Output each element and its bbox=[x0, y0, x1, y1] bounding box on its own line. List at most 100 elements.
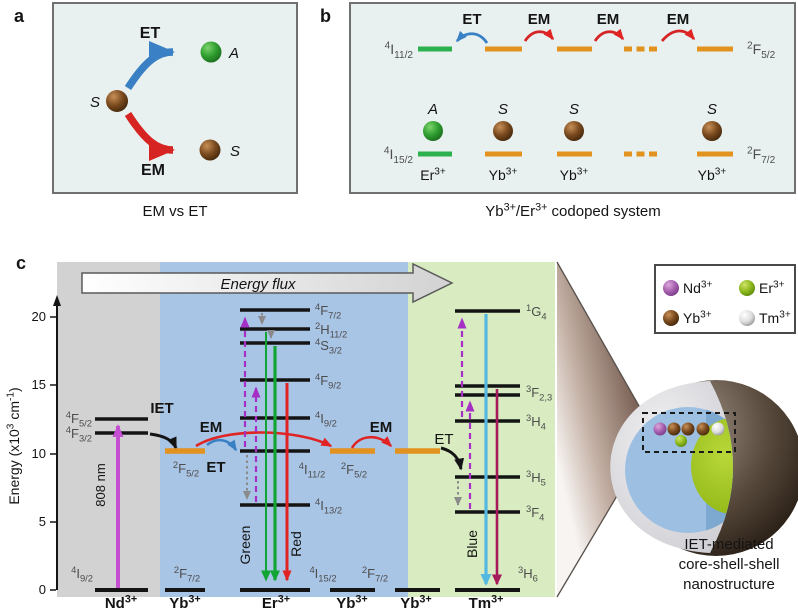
tm-term-3h5: 3H5 bbox=[526, 468, 546, 487]
red-emission-label: Red bbox=[288, 531, 304, 557]
er-term-4i112: 4I11/2 bbox=[299, 460, 325, 479]
site-label-a: A bbox=[427, 101, 438, 118]
tick-label-15: 15 bbox=[32, 377, 46, 392]
legend-sphere-tm bbox=[739, 310, 755, 326]
pump-label: 808 nm bbox=[93, 463, 108, 506]
tm-term-3f23: 3F2,3 bbox=[526, 383, 552, 402]
term-2f52: 2F5/2 bbox=[747, 41, 776, 61]
zoom-funnel bbox=[557, 262, 643, 597]
term-4i152: 4I15/2 bbox=[384, 146, 414, 166]
er-term-4i132: 4I13/2 bbox=[315, 496, 342, 515]
yb2-term-2f52: 2F5/2 bbox=[341, 460, 367, 479]
et-arrow bbox=[124, 41, 175, 91]
energy-axis-label: Energy (x103 cm-1) bbox=[6, 387, 22, 504]
term-2f72: 2F7/2 bbox=[747, 146, 776, 166]
legend-box bbox=[654, 264, 796, 334]
nano-caption-line3: nanostructure bbox=[683, 576, 775, 593]
site-label-s1: S bbox=[498, 101, 508, 118]
em-label-1: EM bbox=[200, 419, 223, 436]
tick-label-10: 10 bbox=[32, 446, 46, 461]
bottom-ion-yb3: Yb3+ bbox=[400, 593, 431, 612]
dopant-sphere-yb3 bbox=[696, 422, 710, 436]
ion-label-ybn: Yb3+ bbox=[698, 167, 727, 183]
em-hop-label-1: EM bbox=[528, 11, 551, 28]
nanoparticle-inner-shell-group bbox=[625, 407, 733, 533]
tm-term-3f4: 3F4 bbox=[526, 503, 544, 522]
em-hop-label-3: EM bbox=[667, 11, 690, 28]
nd-term-4f32: 4F3/2 bbox=[66, 424, 92, 443]
tm-term-3h6: 3H6 bbox=[518, 564, 538, 583]
nanostructure-inset: IET-mediated core-shell-shell nanostruct… bbox=[556, 261, 798, 598]
dopant-sphere-er bbox=[675, 435, 687, 447]
sensitizer-sphere-yb1 bbox=[493, 121, 513, 141]
dopant-sphere-tm bbox=[711, 422, 725, 436]
sensitizer2-label: S bbox=[230, 143, 240, 160]
panel-b: b ET EM EM EM 4I11/2 2F5/2 4I15/2 2F7/2 … bbox=[320, 2, 796, 220]
legend: Nd3+ Er3+ Yb3+ Tm3+ bbox=[654, 264, 796, 334]
dopant-sphere-nd bbox=[653, 422, 667, 436]
panel-a-letter: a bbox=[14, 6, 25, 26]
iet-arrow bbox=[149, 432, 178, 450]
legend-sphere-yb bbox=[663, 310, 679, 326]
yb2-term-2f72: 2F7/2 bbox=[362, 564, 388, 583]
et-hop-arrow bbox=[455, 30, 489, 44]
acceptor-sphere-er bbox=[423, 121, 443, 141]
site-label-s3: S bbox=[707, 101, 717, 118]
legend-sphere-nd bbox=[663, 280, 679, 296]
green-emission-label: Green bbox=[237, 526, 253, 565]
er-term-4i92: 4I9/2 bbox=[315, 409, 337, 428]
em-long-arrow bbox=[195, 431, 333, 448]
em-label-2: EM bbox=[370, 419, 393, 436]
iet-label: IET bbox=[150, 400, 173, 417]
zone-nd bbox=[57, 262, 160, 597]
tm-term-3h4: 3H4 bbox=[526, 412, 546, 431]
site-label-s2: S bbox=[569, 101, 579, 118]
legend-sphere-er bbox=[739, 280, 755, 296]
nanoparticle-core bbox=[691, 418, 733, 514]
bottom-ion-er: Er3+ bbox=[262, 593, 290, 612]
zoom-region-box bbox=[642, 412, 736, 453]
et-black-arrow bbox=[440, 446, 465, 471]
zone-tm bbox=[408, 262, 555, 597]
zoom-funnel-edge-top bbox=[556, 261, 644, 414]
panel-b-caption: Yb3+/Er3+ codoped system bbox=[485, 201, 661, 220]
ion-label-yb1: Yb3+ bbox=[489, 167, 518, 183]
bottom-ion-tm: Tm3+ bbox=[469, 593, 504, 612]
panel-b-letter: b bbox=[320, 6, 331, 26]
legend-label-er: Er3+ bbox=[759, 280, 785, 296]
zone-yb-er bbox=[160, 262, 408, 597]
panel-a-box bbox=[52, 2, 298, 194]
sensitizer2-sphere bbox=[199, 139, 221, 161]
ion-label-er: Er3+ bbox=[420, 167, 446, 183]
tm-term-1g4: 1G4 bbox=[526, 302, 547, 321]
acceptor-sphere bbox=[200, 41, 222, 63]
em-hop-label-2: EM bbox=[597, 11, 620, 28]
panel-a: a ET EM S A S EM vs ET bbox=[14, 2, 298, 220]
tick-label-20: 20 bbox=[32, 309, 46, 324]
em-hop-arrow-1 bbox=[523, 28, 555, 42]
bottom-ion-nd: Nd3+ bbox=[105, 593, 137, 612]
em-arrow bbox=[124, 111, 175, 161]
er-term-4f72: 4F7/2 bbox=[315, 301, 341, 320]
energy-flux-arrow bbox=[81, 262, 454, 304]
tick-label-5: 5 bbox=[39, 514, 46, 529]
et-blue-label: ET bbox=[206, 459, 225, 476]
et-blue-arrow bbox=[206, 438, 238, 452]
dopant-sphere-yb2 bbox=[681, 422, 695, 436]
nano-caption-line1: IET-mediated bbox=[684, 536, 773, 553]
em-hop-arrow bbox=[350, 435, 393, 449]
legend-label-yb: Yb3+ bbox=[683, 310, 712, 326]
yb1-term-2f72: 2F7/2 bbox=[174, 564, 200, 583]
term-4i112: 4I11/2 bbox=[385, 41, 414, 61]
er-term-4s32: 4S3/2 bbox=[315, 336, 342, 355]
nd-term-4f52: 4F5/2 bbox=[66, 409, 92, 428]
em-label: EM bbox=[141, 162, 165, 179]
acceptor-label: A bbox=[228, 45, 239, 62]
legend-label-nd: Nd3+ bbox=[683, 280, 713, 296]
panel-b-box bbox=[349, 2, 796, 194]
panel-a-caption: EM vs ET bbox=[142, 203, 207, 220]
em-hop-arrow-2 bbox=[593, 28, 625, 42]
ion-label-yb2: Yb3+ bbox=[560, 167, 589, 183]
et-hop-label: ET bbox=[462, 11, 481, 28]
